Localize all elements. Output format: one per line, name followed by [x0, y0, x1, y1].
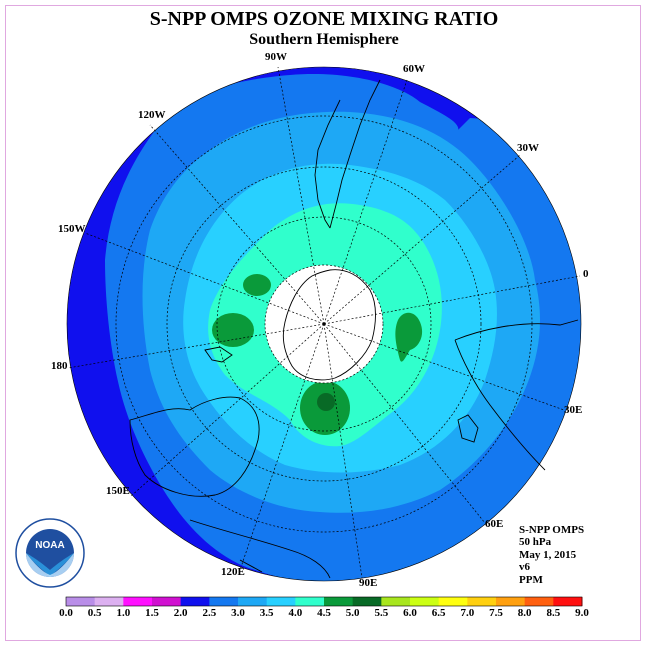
- noaa-logo-bird: [26, 553, 74, 577]
- meridian: [323, 275, 581, 325]
- coast-madagascar: [457, 414, 479, 443]
- maximum-level-4-5: [395, 312, 423, 362]
- info-date: May 1, 2015: [519, 548, 577, 561]
- colorbar-tick-label: 3.0: [231, 607, 245, 619]
- lon-label-150w: 150W: [58, 223, 86, 235]
- colorbar-tick-label: 3.5: [259, 607, 274, 619]
- colorbar-swatch: [467, 597, 497, 606]
- colorbar-swatch: [352, 597, 382, 606]
- meridian: [323, 323, 363, 579]
- meridian: [323, 154, 521, 325]
- colorbar-tick-label: 5.5: [374, 607, 389, 619]
- meridian: [239, 323, 325, 571]
- colorbar-tick-label: 0.0: [59, 607, 73, 619]
- meridian: [84, 232, 325, 325]
- colorbar-tick-label: 9.0: [575, 607, 589, 619]
- colorbar-swatch: [123, 597, 153, 606]
- colorbar-swatch: [496, 597, 526, 606]
- lon-label-180: 180: [51, 360, 68, 372]
- colorbar-tick-label: 8.5: [546, 607, 561, 619]
- colorbar-outline: [65, 596, 583, 607]
- meridian: [129, 323, 325, 498]
- ozone-maxima: [212, 274, 423, 435]
- colorbar-swatch: [266, 597, 296, 606]
- colorbar-tick-label: 8.0: [517, 607, 532, 619]
- map-title: S-NPP OMPS OZONE MIXING RATIO: [149, 8, 499, 30]
- colorbar-tick-label: 1.0: [116, 607, 131, 619]
- lon-label-90e: 90E: [359, 577, 378, 589]
- info-level: 50 hPa: [519, 536, 552, 549]
- lon-label-60w: 60W: [403, 63, 425, 75]
- lon-label-30e: 30E: [564, 404, 583, 416]
- colorbar-swatch: [438, 597, 468, 606]
- coast-new-zealand: [204, 346, 233, 363]
- colorbar-swatch: [66, 597, 96, 606]
- colorbar-tick-label: 1.5: [145, 607, 159, 619]
- colorbar-tick-label: 4.5: [317, 607, 331, 619]
- meridian: [323, 323, 565, 411]
- info-units: PPM: [519, 573, 543, 586]
- info-instrument: S-NPP OMPS: [519, 524, 585, 536]
- colorbar-swatch: [152, 597, 182, 606]
- meridian: [149, 124, 325, 325]
- coast-antarctica: [282, 269, 376, 381]
- colorbar-tick-label: 2.5: [202, 607, 217, 619]
- map-boundary: [66, 66, 582, 582]
- meridian: [67, 323, 325, 369]
- colorbar-tick-label: 6.0: [403, 607, 417, 619]
- noaa-logo-wave: [26, 553, 74, 577]
- colorbar-swatch: [524, 597, 554, 606]
- maximum-level-5-0: [317, 393, 335, 411]
- lon-label-30w: 30W: [517, 142, 539, 154]
- maximum-level-4-5: [212, 313, 254, 347]
- noaa-logo-text: NOAA: [35, 540, 64, 551]
- meridian: [323, 323, 486, 524]
- map-subtitle: Southern Hemisphere: [249, 31, 399, 48]
- colorbar-tick-label: 4.0: [288, 607, 303, 619]
- colorbar-swatch: [209, 597, 239, 606]
- latitude-circle: [115, 115, 533, 533]
- lon-label-0: 0: [583, 268, 589, 280]
- coast-australia: [129, 396, 260, 497]
- coastlines: [129, 79, 579, 579]
- latitude-circle: [264, 264, 384, 384]
- colorbar-swatch: [94, 597, 124, 606]
- noaa-logo: NOAA: [15, 518, 85, 588]
- coast-maritime-asia: [189, 519, 331, 579]
- graticule: [67, 66, 581, 579]
- lon-label-90w: 90W: [265, 51, 287, 63]
- lon-label-150e: 150E: [106, 485, 130, 497]
- colorbar-tick-label: 0.5: [87, 607, 102, 619]
- lon-label-60e: 60E: [485, 518, 504, 530]
- ozone-contours: [67, 67, 581, 581]
- meridian: [277, 66, 325, 325]
- colorbar-tick-label: 7.0: [460, 607, 475, 619]
- coast-south-america: [314, 79, 381, 229]
- colorbar-swatch: [324, 597, 354, 606]
- latitude-circle: [216, 216, 432, 432]
- lon-label-120w: 120W: [138, 109, 166, 121]
- colorbar: [65, 596, 583, 607]
- colorbar-swatch: [553, 597, 583, 606]
- maximum-level-4-5: [243, 274, 271, 296]
- info-block: S-NPP OMPS 50 hPa May 1, 2015 v6 PPM: [519, 524, 584, 586]
- latitude-circle: [166, 166, 482, 482]
- colorbar-swatch: [238, 597, 268, 606]
- colorbar-tick-label: 6.5: [431, 607, 446, 619]
- meridian: [323, 79, 408, 325]
- figure-frame: [5, 5, 641, 641]
- colorbar-swatch: [381, 597, 411, 606]
- info-version: v6: [519, 561, 530, 574]
- colorbar-swatch: [410, 597, 440, 606]
- colorbar-tick-label: 7.5: [489, 607, 503, 619]
- lon-label-120e: 120E: [221, 566, 245, 578]
- colorbar-swatch: [180, 597, 210, 606]
- coast-africa: [454, 319, 579, 471]
- colorbar-swatch: [295, 597, 325, 606]
- colorbar-tick-label: 2.0: [173, 607, 188, 619]
- colorbar-tick-label: 5.0: [345, 607, 360, 619]
